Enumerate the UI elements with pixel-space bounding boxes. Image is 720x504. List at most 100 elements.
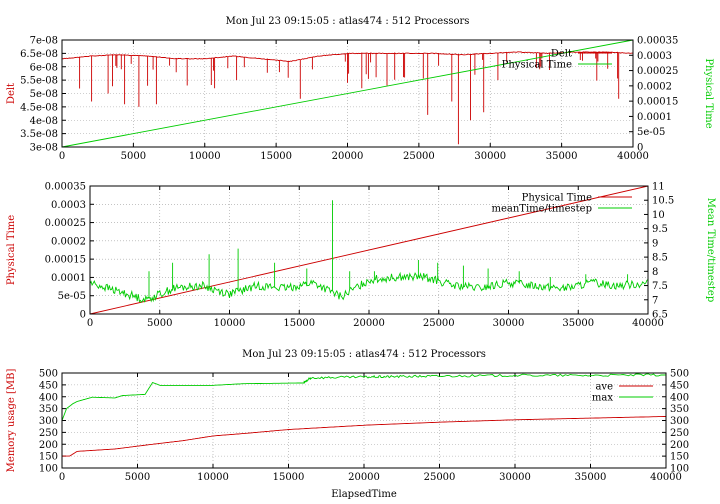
y2-tick-label: 11	[652, 182, 665, 193]
y2-tick-label: 7.5	[652, 281, 668, 292]
plot-frame	[61, 39, 634, 148]
y2-tick-label: 300	[670, 416, 689, 427]
y2-tick-label: 0.00025	[637, 66, 678, 77]
y-tick-label: 300	[39, 416, 58, 427]
y-tick-label: 5e-08	[30, 89, 58, 100]
y2-tick-label: 9	[652, 238, 658, 249]
y-tick-label: 400	[39, 392, 58, 403]
x-axis-label: ElapsedTime	[331, 489, 397, 500]
y-tick-label: 200	[39, 440, 58, 451]
y-axis-label: Delt	[6, 83, 17, 104]
chart-title: Mon Jul 23 09:15:05 : atlas474 : 512 Pro…	[226, 16, 470, 27]
y2-tick-label: 8	[652, 267, 658, 278]
x-tick-label: 25000	[403, 151, 435, 162]
y-tick-label: 0.0003	[51, 200, 86, 211]
x-tick-label: 30000	[499, 472, 531, 483]
y-axis-label: Physical Time	[6, 215, 17, 285]
y2-axis-label: Physical Time	[703, 58, 714, 128]
y-axis-label: Memory usage [MB]	[6, 369, 17, 473]
y-tick-label: 0	[80, 310, 86, 321]
y2-tick-label: 350	[670, 404, 689, 415]
y2-tick-label: 450	[670, 380, 689, 391]
y2-tick-label: 9.5	[652, 224, 668, 235]
legend-label: max	[592, 393, 613, 404]
x-tick-label: 15000	[273, 472, 305, 483]
y-tick-label: 250	[39, 428, 58, 439]
y2-tick-label: 250	[670, 428, 689, 439]
series-line-physical-time	[89, 185, 649, 315]
x-tick-label: 35000	[546, 151, 578, 162]
y-tick-label: 0.0001	[51, 273, 86, 284]
x-tick-label: 5000	[121, 151, 146, 162]
x-tick-label: 20000	[348, 472, 380, 483]
y-tick-label: 350	[39, 404, 58, 415]
x-tick-label: 40000	[632, 318, 664, 329]
y-tick-label: 4e-08	[30, 116, 58, 127]
legend-label: Physical Time	[502, 60, 572, 71]
series-line-physical-time	[61, 39, 634, 148]
series-line-meantime-timestep	[89, 200, 649, 303]
x-tick-label: 30000	[493, 318, 525, 329]
y2-tick-label: 0.0002	[637, 81, 672, 92]
y-tick-label: 150	[39, 452, 58, 463]
legend-label: ave	[595, 382, 613, 393]
y2-axis-label: Mean Time/timestep	[705, 198, 716, 302]
y2-tick-label: 8.5	[652, 253, 668, 264]
physical-time-chart: 0 5000 10000 15000 20000 25000 30000 35000 40000…	[6, 182, 716, 330]
y2-tick-label: 0	[637, 143, 643, 154]
memory-chart: 0 5000 10000 15000 20000 25000 30000 35000 40000…	[6, 349, 689, 500]
y2-tick-label: 100	[670, 464, 689, 475]
plot-frame	[89, 185, 649, 315]
y2-tick-label: 6.5	[652, 310, 668, 321]
y-tick-label: 5.5e-08	[20, 76, 58, 87]
x-tick-label: 35000	[562, 318, 594, 329]
chart-title: Mon Jul 23 09:15:05 : atlas474 : 512 Pro…	[242, 349, 486, 360]
y-tick-label: 0.00025	[45, 218, 86, 229]
plot-frame	[61, 372, 667, 469]
y-tick-label: 6.5e-08	[20, 49, 58, 60]
y-tick-label: 3.5e-08	[20, 129, 58, 140]
x-tick-label: 10000	[189, 151, 221, 162]
series-line-max	[61, 373, 667, 421]
y-tick-label: 7e-08	[30, 36, 58, 47]
y2-tick-label: 10	[652, 210, 665, 221]
y2-tick-label: 500	[670, 369, 689, 380]
x-tick-label: 25000	[423, 318, 455, 329]
y-tick-label: 6e-08	[30, 62, 58, 73]
x-tick-label: 0	[59, 472, 65, 483]
x-tick-label: 40000	[650, 472, 682, 483]
y-tick-label: 0.00035	[45, 182, 86, 193]
y-tick-label: 0.0002	[51, 236, 86, 247]
y-tick-label: 4.5e-08	[20, 102, 58, 113]
y2-tick-label: 0.00015	[637, 97, 678, 108]
x-tick-label: 0	[87, 318, 93, 329]
x-tick-label: 10000	[214, 318, 246, 329]
delt-chart: 0 5000 10000 15000 20000 25000 30000 35000 40000…	[6, 16, 714, 162]
y-tick-label: 3e-08	[30, 143, 58, 154]
x-tick-label: 10000	[197, 472, 229, 483]
series-line-delt	[61, 51, 633, 145]
y2-tick-label: 200	[670, 440, 689, 451]
legend-label: meanTime/timestep	[491, 204, 592, 215]
y-tick-label: 100	[39, 464, 58, 475]
y-tick-label: 5e-05	[58, 291, 86, 302]
legend-label: Delt	[551, 49, 572, 60]
x-tick-label: 15000	[283, 318, 315, 329]
legend-label: Physical Time	[522, 193, 592, 204]
y-tick-label: 450	[39, 380, 58, 391]
y2-tick-label: 0.0003	[637, 51, 672, 62]
y2-tick-label: 7	[652, 295, 658, 306]
x-tick-label: 5000	[125, 472, 150, 483]
y2-tick-label: 400	[670, 392, 689, 403]
x-tick-label: 0	[59, 151, 65, 162]
y-tick-label: 0.00015	[45, 255, 86, 266]
x-tick-label: 30000	[474, 151, 506, 162]
x-tick-label: 20000	[353, 318, 385, 329]
x-tick-label: 20000	[332, 151, 364, 162]
series-line-ave	[62, 416, 666, 457]
y2-tick-label: 5e-05	[637, 127, 665, 138]
y2-tick-label: 150	[670, 452, 689, 463]
y2-tick-label: 0.00035	[637, 36, 678, 47]
y-tick-label: 500	[39, 369, 58, 380]
